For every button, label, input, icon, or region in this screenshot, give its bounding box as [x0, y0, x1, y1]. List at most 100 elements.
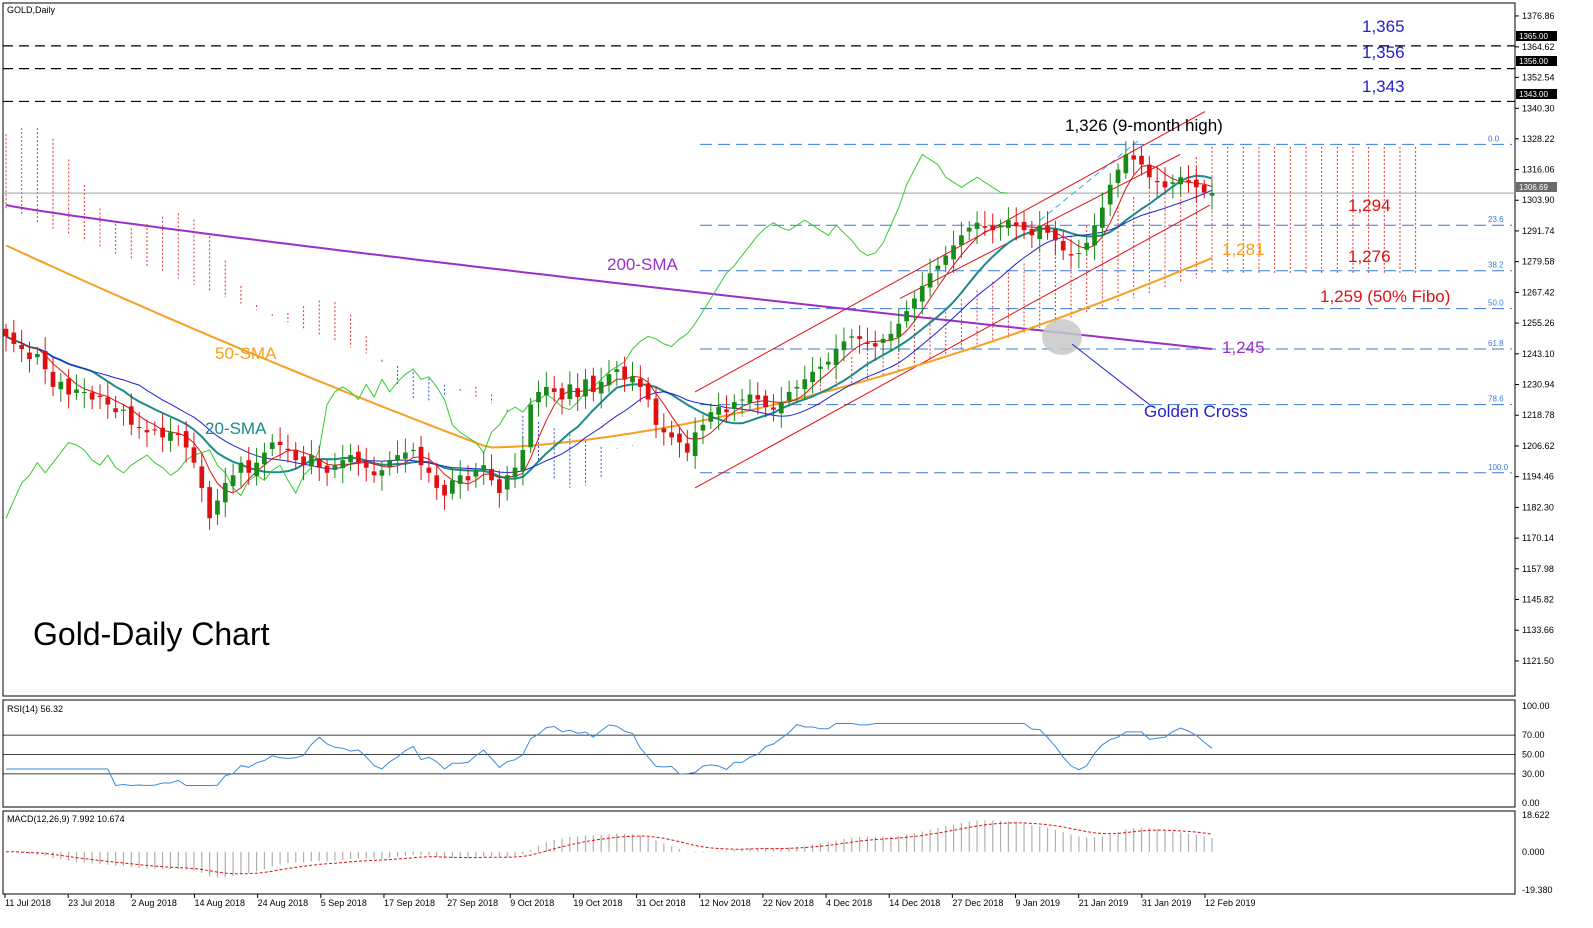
candle-body [293, 449, 299, 461]
candle-body [410, 450, 416, 452]
fib-level-label: 78.6 [1488, 395, 1504, 404]
candle-body [559, 388, 565, 400]
candle-body [356, 451, 361, 463]
candle-body [880, 338, 886, 343]
rsi-tick-label: 50.00 [1522, 750, 1545, 760]
candle-body [1045, 225, 1050, 233]
sma200-line [5, 204, 1213, 350]
candle-body [254, 462, 259, 476]
candle-body [982, 226, 988, 228]
rsi-tick-label: 70.00 [1522, 730, 1545, 740]
label-1294: 1,294 [1348, 196, 1391, 215]
price-tick-label: 1316.06 [1522, 165, 1555, 175]
candle-body [794, 386, 800, 389]
candle-body [1053, 229, 1058, 241]
candle-body [1201, 185, 1207, 193]
candle-body [183, 431, 189, 448]
candle-body [403, 452, 408, 459]
candle-body [935, 265, 941, 270]
candle-body [590, 375, 596, 392]
candle-body [865, 342, 870, 344]
candle-body [74, 389, 79, 393]
rsi-panel-frame [2, 699, 1516, 808]
golden-cross-marker [1042, 319, 1082, 355]
date-tick-label: 12 Feb 2019 [1205, 898, 1256, 908]
candle-body [1170, 182, 1176, 184]
candle-body [168, 432, 173, 441]
macd-tick-label: -19.380 [1522, 885, 1553, 895]
candle-body [731, 402, 737, 409]
date-tick-label: 22 Nov 2018 [763, 898, 814, 908]
date-tick-label: 9 Jan 2019 [1016, 898, 1061, 908]
candle-body [990, 225, 996, 231]
candle-body [1154, 180, 1160, 183]
candle-body [285, 448, 291, 451]
label-golden-cross: Golden Cross [1144, 402, 1248, 421]
fibonacci-levels: 0.0 23.6 38.2 50.0 61.8 78.6 100.0 [700, 134, 1512, 474]
candle-body [1123, 154, 1129, 174]
price-tick-label: 1206.62 [1522, 441, 1555, 451]
candle-body [966, 227, 972, 232]
candle-body [544, 386, 549, 396]
candle-body [724, 409, 729, 413]
date-tick-label: 12 Nov 2018 [700, 898, 751, 908]
candle-body [1100, 207, 1105, 228]
macd-signal-line [6, 822, 1213, 875]
date-tick-label: 11 Jul 2018 [5, 898, 51, 908]
candle-body [144, 430, 150, 433]
indicator-lines [5, 153, 1213, 519]
candle-body [575, 388, 581, 397]
candle-body [316, 458, 322, 468]
price-tick-label: 1145.82 [1522, 595, 1554, 605]
candle-body [872, 343, 878, 347]
candle-body [207, 487, 212, 519]
candle-body [1037, 225, 1043, 240]
fib-diagonal [1039, 138, 1141, 221]
price-tick-label: 1121.50 [1522, 656, 1554, 666]
candle-body [630, 376, 635, 383]
candle-body [1029, 228, 1035, 236]
candle-body [395, 455, 400, 461]
candle-body [332, 465, 338, 470]
candle-body [27, 352, 32, 360]
date-tick-label: 21 Jan 2019 [1079, 898, 1129, 908]
candle-body [998, 225, 1003, 228]
price-tick-label: 1279.58 [1522, 257, 1555, 267]
date-tick-label: 31 Jan 2019 [1142, 898, 1192, 908]
rsi-panel: 100.00 70.00 50.00 30.00 0.00 [3, 701, 1550, 808]
candle-body [418, 446, 424, 466]
candle-body [692, 432, 698, 457]
candle-body [371, 471, 377, 476]
fib-level-label: 23.6 [1488, 215, 1504, 224]
kijun-line [5, 189, 1213, 474]
candle-body [598, 381, 604, 394]
date-tick-label: 19 Oct 2018 [573, 898, 622, 908]
candle-body [191, 447, 197, 463]
candle-body [771, 407, 776, 410]
candle-body [121, 409, 126, 411]
price-tick-label: 1267.42 [1522, 287, 1555, 297]
candle-body [583, 379, 588, 397]
date-tick-label: 9 Oct 2018 [510, 898, 554, 908]
candle-body [778, 402, 784, 414]
candle-body [363, 461, 369, 468]
candle-body [450, 480, 455, 494]
candle-body [1139, 155, 1144, 165]
price-tick-label: 1170.14 [1522, 533, 1554, 543]
candle-body [97, 395, 103, 397]
candle-body [504, 475, 510, 490]
candle-body [434, 475, 440, 488]
ascending-channel [694, 111, 1211, 489]
candle-body [1092, 225, 1097, 246]
candle-body [614, 369, 620, 372]
macd-tick-label: 18.622 [1522, 810, 1550, 820]
sma20-line [5, 174, 1213, 480]
rsi-tick-label: 30.00 [1522, 769, 1545, 779]
candle-body [606, 374, 612, 386]
candle-body [959, 235, 964, 246]
candle-body [622, 366, 628, 380]
fib-level-label: 100.0 [1488, 463, 1509, 472]
symbol-label: GOLD,Daily [7, 5, 56, 15]
candle-body [849, 336, 855, 338]
